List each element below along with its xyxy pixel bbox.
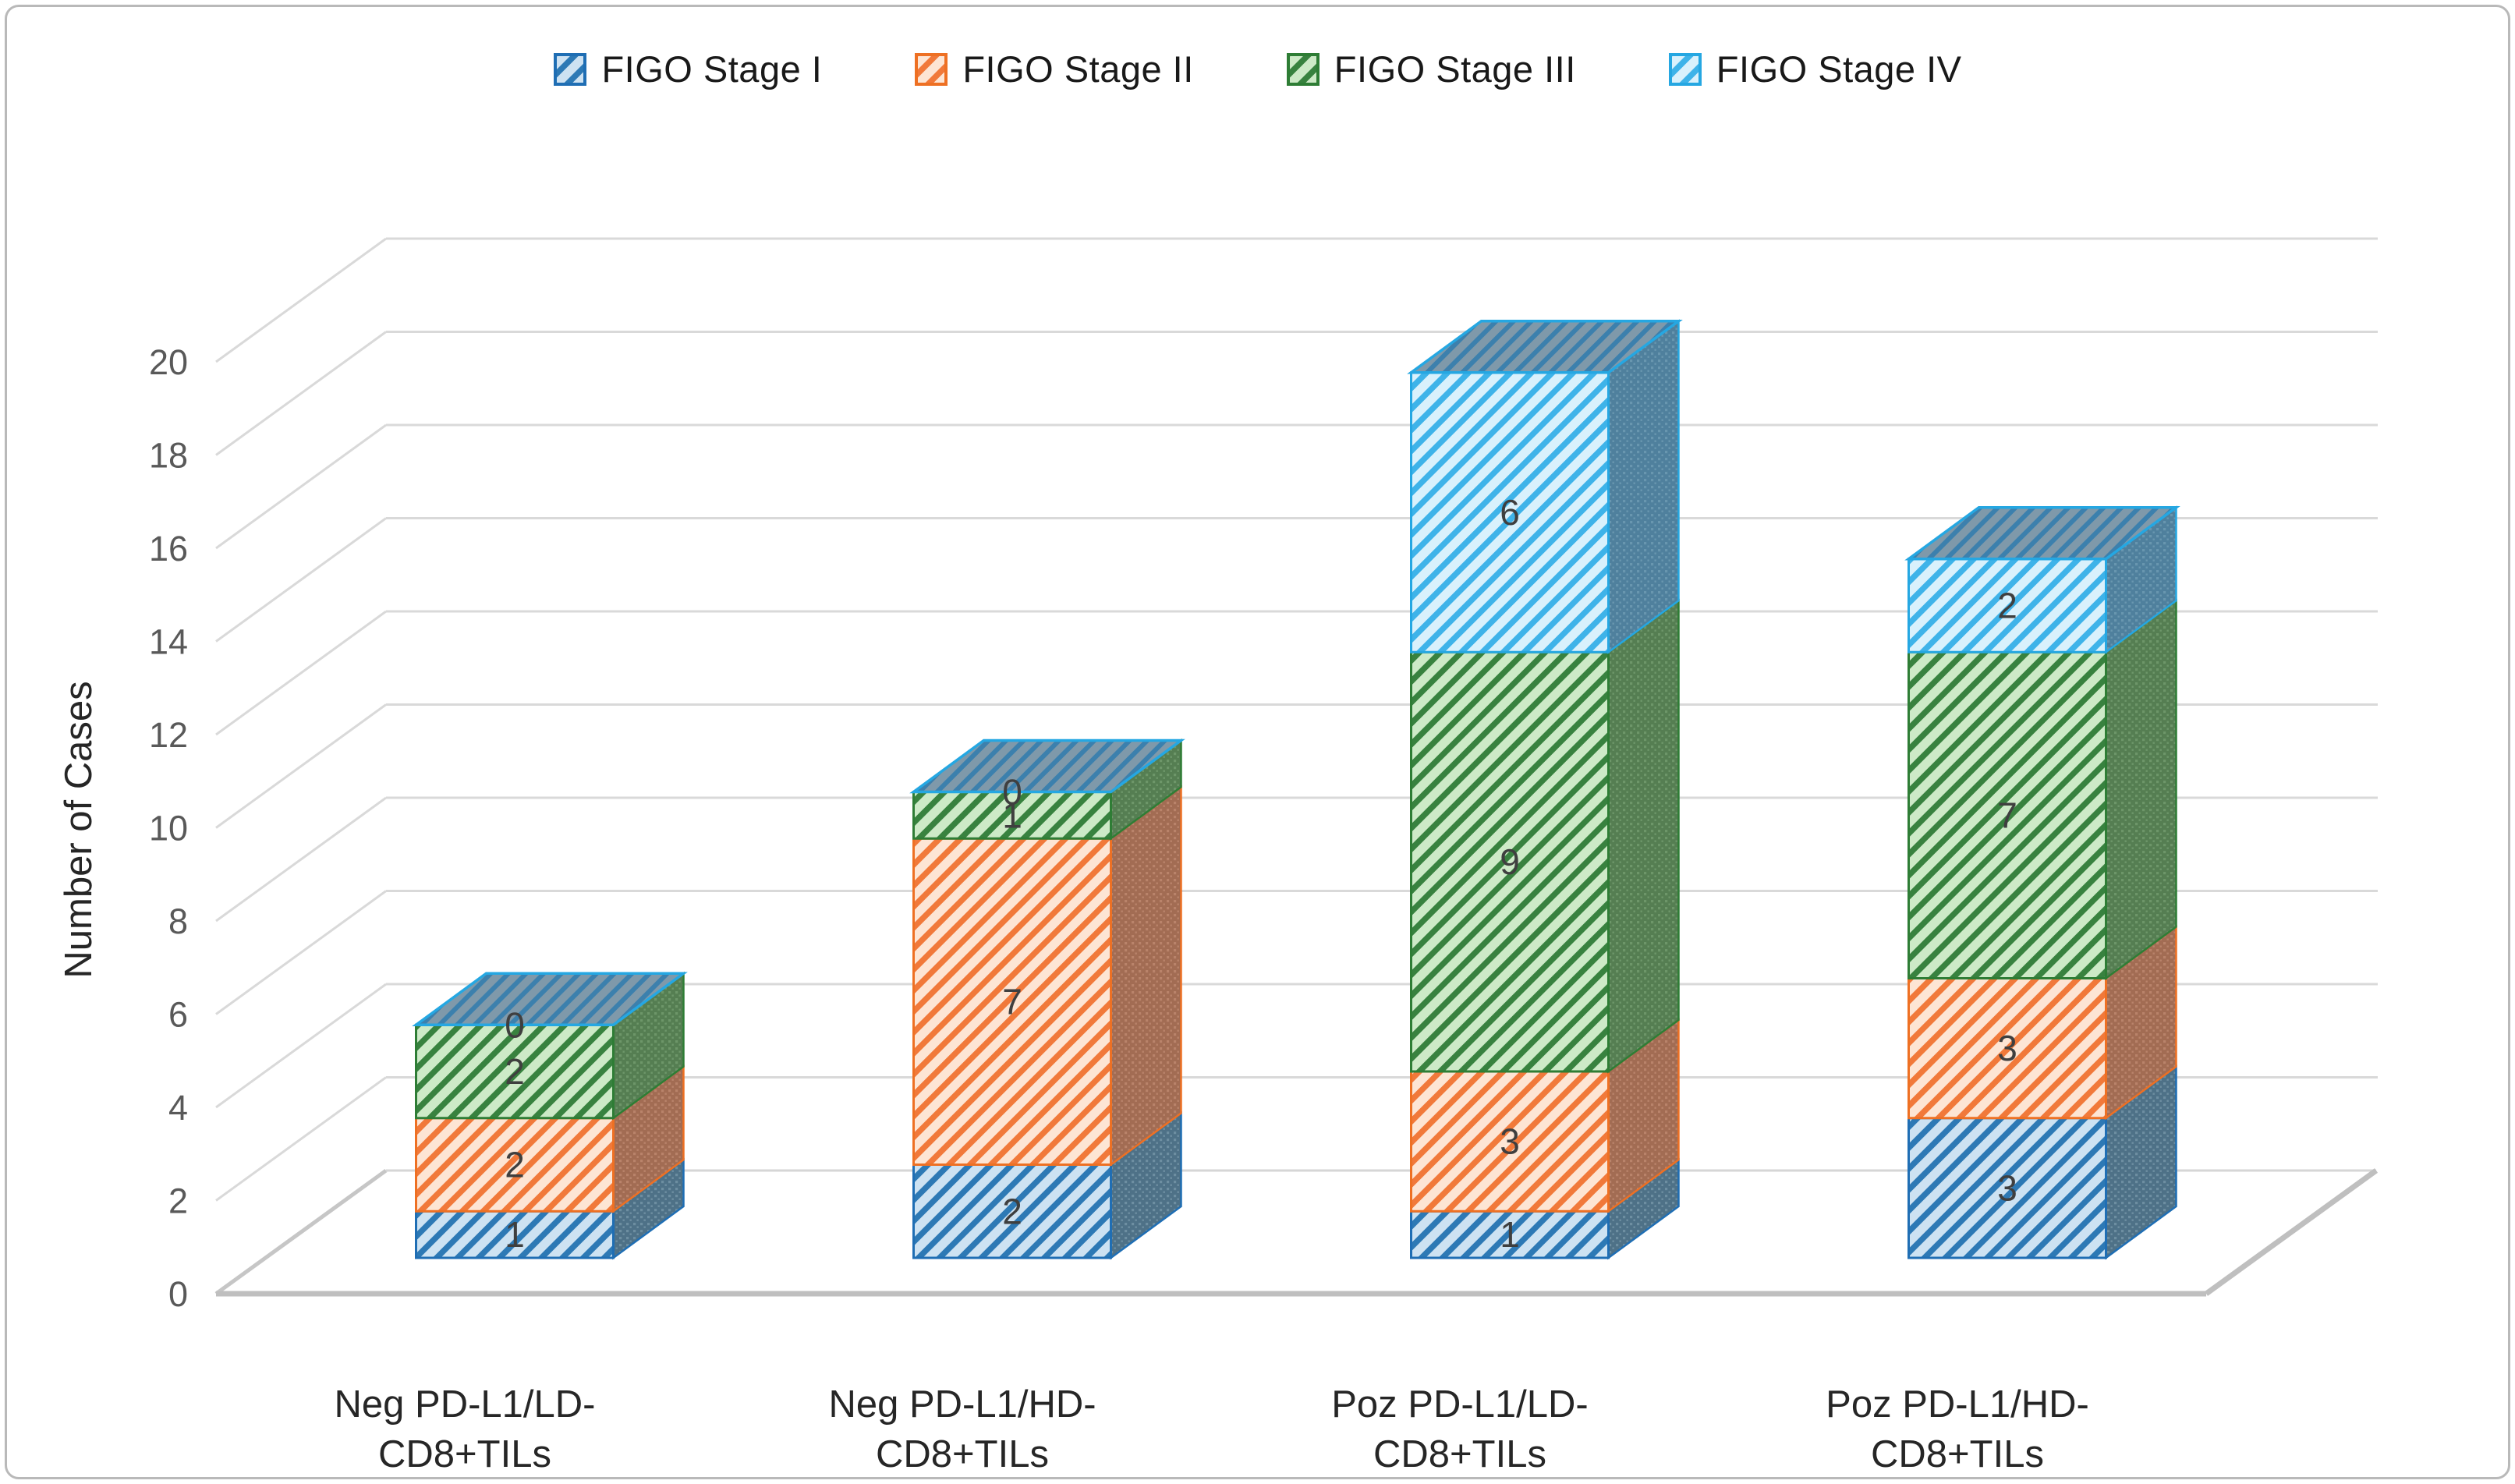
floor-left-edge — [214, 1168, 388, 1296]
legend-swatch-icon — [1286, 52, 1319, 86]
bar-top-face[interactable] — [909, 738, 1185, 794]
gridline-diagonal — [215, 796, 387, 923]
legend-label: FIGO Stage II — [962, 48, 1194, 90]
bar-segment[interactable] — [1908, 558, 2107, 653]
bar-segment[interactable] — [1908, 650, 2107, 979]
bar-segment[interactable] — [912, 791, 1112, 840]
legend-swatch-icon — [1668, 52, 1702, 86]
data-label: 2 — [1997, 586, 2017, 626]
bar-top-face[interactable] — [1904, 506, 2180, 561]
bar-top-face[interactable] — [412, 972, 688, 1026]
bar-segment[interactable] — [415, 1210, 615, 1259]
bar-segment[interactable] — [1908, 1117, 2107, 1259]
legend-label: FIGO Stage I — [601, 48, 823, 90]
y-axis-tick-label: 2 — [168, 1181, 188, 1221]
legend-label: FIGO Stage IV — [1716, 48, 1962, 90]
gridline-diagonal — [215, 331, 387, 456]
gridline-diagonal — [215, 517, 387, 643]
bar-3: 1 3 9 6 — [1407, 319, 1683, 1260]
legend: FIGO Stage I FIGO Stage II FIGO Stage III F… — [7, 48, 2508, 90]
data-label: 9 — [1500, 841, 1520, 882]
bar-segment-side[interactable] — [2105, 598, 2177, 980]
x-axis-category-label: Poz PD-L1/LD-CD8+TILs — [1331, 1383, 1589, 1475]
data-label: 7 — [1002, 981, 1022, 1022]
data-label: 6 — [1500, 492, 1520, 533]
legend-swatch-icon — [915, 52, 948, 86]
bar-segment[interactable] — [1410, 1070, 1610, 1213]
bar-segment-side[interactable] — [1110, 785, 1182, 1167]
gridline-diagonal — [215, 983, 387, 1109]
bar-segment[interactable] — [1410, 1210, 1610, 1259]
data-label: 0 — [1002, 772, 1022, 813]
data-label: 3 — [1997, 1028, 2017, 1068]
x-axis-category-label: Poz PD-L1/HD-CD8+TILs — [1826, 1383, 2089, 1475]
legend-swatch-icon — [554, 52, 587, 86]
data-label: 3 — [1997, 1167, 2017, 1208]
data-label: 1 — [505, 1214, 525, 1255]
y-axis-tick-label: 10 — [149, 809, 188, 848]
bar-4: 3 3 7 2 — [1904, 505, 2180, 1260]
legend-item-3[interactable]: FIGO Stage III — [1286, 48, 1576, 90]
x-axis-category-label: Neg PD-L1/HD-CD8+TILs — [828, 1383, 1096, 1475]
legend-item-1[interactable]: FIGO Stage I — [553, 48, 822, 90]
bar-segment[interactable] — [415, 1023, 615, 1120]
bar-segment[interactable] — [415, 1117, 615, 1213]
y-axis-tick-label: 8 — [168, 901, 188, 941]
y-axis-tick-label: 12 — [149, 715, 188, 755]
y-axis-tick-label: 20 — [149, 342, 188, 382]
gridline-diagonal — [215, 890, 387, 1015]
bar-2: 2 7 10 — [909, 738, 1185, 1260]
y-axis-tick-label: 6 — [168, 995, 188, 1035]
y-axis-tick-label: 18 — [149, 436, 188, 476]
bar-segment[interactable] — [1410, 650, 1610, 1073]
bar-segment[interactable] — [912, 837, 1112, 1166]
gridline-diagonal — [215, 237, 387, 363]
x-axis-category-label: Neg PD-L1/LD-CD8+TILs — [335, 1383, 596, 1475]
legend-item-2[interactable]: FIGO Stage II — [914, 48, 1193, 90]
bar-segment-side[interactable] — [1607, 319, 1680, 654]
gridline-diagonal — [215, 1076, 387, 1202]
bar-1: 1 2 2 0 — [412, 971, 688, 1260]
legend-item-4[interactable]: FIGO Stage IV — [1668, 48, 1962, 90]
data-label: 7 — [1997, 795, 2017, 835]
bar-segment[interactable] — [1410, 371, 1610, 653]
y-axis-tick-label: 0 — [168, 1274, 188, 1314]
gridline-diagonal — [215, 423, 387, 550]
y-axis-tick-label: 16 — [149, 529, 188, 568]
data-label: 0 — [505, 1004, 525, 1045]
legend-label: FIGO Stage III — [1334, 48, 1576, 90]
y-axis-tick-label: 4 — [168, 1088, 188, 1128]
y-axis-title: Number of Cases — [58, 681, 100, 978]
bar-segment[interactable] — [1908, 977, 2107, 1120]
bar-segment-side[interactable] — [1607, 598, 1680, 1074]
data-label: 1 — [1002, 795, 1022, 835]
data-label: 2 — [505, 1051, 525, 1092]
y-axis-tick-label: 14 — [149, 622, 188, 662]
floor-right-edge — [2204, 1168, 2379, 1296]
bar-segment[interactable] — [912, 1163, 1112, 1259]
data-label: 2 — [1002, 1191, 1022, 1231]
gridline-diagonal — [215, 703, 387, 829]
data-label: 2 — [505, 1145, 525, 1185]
gridline-diagonal — [215, 610, 387, 736]
data-label: 3 — [1500, 1121, 1520, 1162]
data-label: 1 — [1500, 1214, 1520, 1255]
bar-top-face[interactable] — [1407, 320, 1683, 374]
